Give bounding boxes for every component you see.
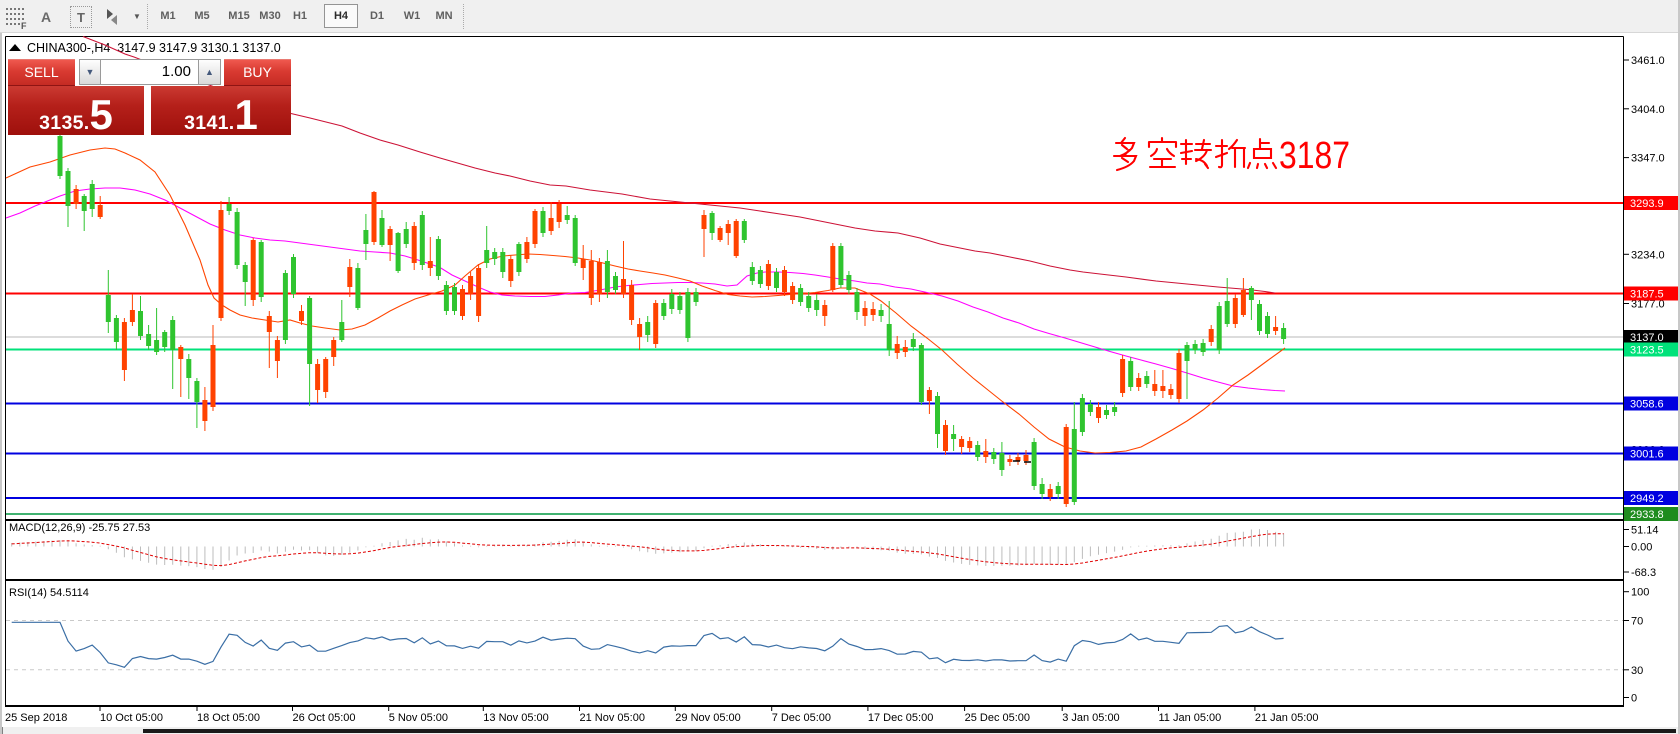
svg-text:18 Oct 05:00: 18 Oct 05:00 [197, 712, 260, 724]
svg-text:17 Dec 05:00: 17 Dec 05:00 [868, 712, 933, 724]
svg-text:13 Nov 05:00: 13 Nov 05:00 [483, 712, 548, 724]
svg-text:0: 0 [1631, 693, 1637, 705]
svg-text:25 Sep 2018: 25 Sep 2018 [5, 712, 67, 724]
svg-text:0.00: 0.00 [1631, 542, 1652, 554]
svg-text:3461.0: 3461.0 [1631, 55, 1665, 67]
svg-text:10 Oct 05:00: 10 Oct 05:00 [100, 712, 163, 724]
svg-text:5 Nov 05:00: 5 Nov 05:00 [389, 712, 448, 724]
svg-text:CHINA300-,H4 3147.9 3147.9 31: CHINA300-,H4 3147.9 3147.9 3130.1 3137.0 [27, 41, 281, 55]
svg-text:70: 70 [1631, 616, 1643, 628]
svg-text:26 Oct 05:00: 26 Oct 05:00 [293, 712, 356, 724]
svg-text:3404.0: 3404.0 [1631, 104, 1665, 116]
svg-text:3177.0: 3177.0 [1631, 299, 1665, 311]
svg-text:11 Jan 05:00: 11 Jan 05:00 [1159, 712, 1222, 724]
svg-text:RSI(14) 54.5114: RSI(14) 54.5114 [9, 587, 89, 599]
svg-text:3058.6: 3058.6 [1630, 399, 1664, 411]
svg-text:-68.3: -68.3 [1631, 567, 1656, 579]
svg-text:2933.8: 2933.8 [1630, 509, 1664, 521]
svg-text:25 Dec 05:00: 25 Dec 05:00 [965, 712, 1030, 724]
svg-text:29 Nov 05:00: 29 Nov 05:00 [675, 712, 740, 724]
svg-text:3001.6: 3001.6 [1630, 449, 1664, 461]
svg-text:3123.5: 3123.5 [1630, 345, 1664, 357]
svg-text:21 Nov 05:00: 21 Nov 05:00 [580, 712, 645, 724]
svg-text:3293.9: 3293.9 [1630, 198, 1664, 210]
svg-text:100: 100 [1631, 587, 1649, 599]
svg-text:51.14: 51.14 [1631, 525, 1659, 537]
svg-text:2949.2: 2949.2 [1630, 493, 1664, 505]
svg-text:3234.0: 3234.0 [1631, 249, 1665, 261]
svg-text:7 Dec 05:00: 7 Dec 05:00 [772, 712, 831, 724]
svg-text:3347.0: 3347.0 [1631, 153, 1665, 165]
svg-text:MACD(12,26,9) -25.75 27.53: MACD(12,26,9) -25.75 27.53 [9, 522, 150, 534]
svg-text:3187: 3187 [1279, 135, 1350, 177]
svg-text:3 Jan 05:00: 3 Jan 05:00 [1062, 712, 1120, 724]
svg-text:21 Jan 05:00: 21 Jan 05:00 [1255, 712, 1319, 724]
svg-text:3187.5: 3187.5 [1630, 289, 1664, 301]
svg-text:30: 30 [1631, 665, 1643, 677]
svg-text:3137.0: 3137.0 [1630, 332, 1664, 344]
svg-text:F: F [21, 21, 27, 29]
